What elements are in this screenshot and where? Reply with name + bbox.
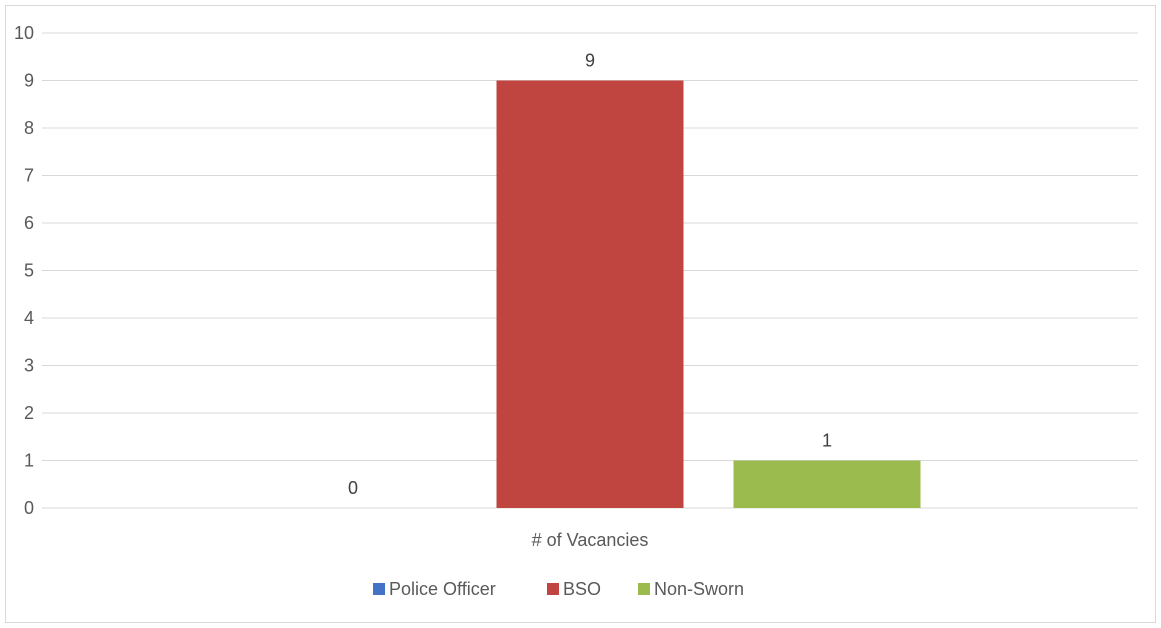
- legend-swatch-non-sworn: [638, 583, 650, 595]
- y-tick-label: 10: [14, 23, 34, 43]
- legend-swatch-bso: [547, 583, 559, 595]
- bar-non-sworn: [733, 460, 921, 508]
- legend-swatch-police-officer: [373, 583, 385, 595]
- y-tick-label: 6: [24, 213, 34, 233]
- category-label: # of Vacancies: [532, 530, 649, 550]
- data-label: 0: [348, 478, 358, 498]
- y-tick-label: 8: [24, 118, 34, 138]
- y-tick-label: 9: [24, 71, 34, 91]
- y-tick-label: 3: [24, 356, 34, 376]
- legend-label: Police Officer: [389, 579, 496, 599]
- bar-bso: [496, 80, 684, 508]
- data-label: 9: [585, 51, 595, 71]
- y-axis-tick-labels: 0 1 2 3 4 5 6 7 8 9 10: [14, 23, 34, 518]
- bars: [496, 80, 921, 508]
- y-tick-label: 5: [24, 261, 34, 281]
- y-tick-label: 7: [24, 166, 34, 186]
- legend: Police Officer BSO Non-Sworn: [373, 579, 744, 599]
- y-tick-label: 0: [24, 498, 34, 518]
- legend-label: BSO: [563, 579, 601, 599]
- y-tick-label: 4: [24, 308, 34, 328]
- legend-label: Non-Sworn: [654, 579, 744, 599]
- data-labels: 0 9 1: [348, 51, 832, 499]
- y-tick-label: 1: [24, 451, 34, 471]
- data-label: 1: [822, 431, 832, 451]
- y-tick-label: 2: [24, 403, 34, 423]
